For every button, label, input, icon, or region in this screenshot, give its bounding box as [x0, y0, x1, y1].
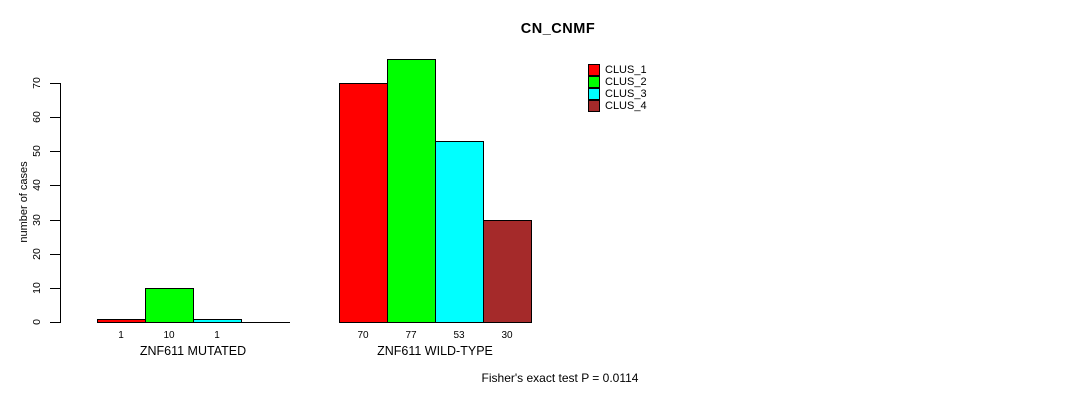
- y-axis-tick-label: 40: [31, 179, 43, 191]
- y-axis-tick-label: 10: [31, 282, 43, 294]
- legend-swatch-icon: [588, 76, 600, 88]
- bar-clus_1-mutated: [97, 319, 146, 323]
- y-axis-title: number of cases: [18, 161, 30, 243]
- legend-swatch-icon: [588, 64, 600, 76]
- bar-value-label: 30: [501, 330, 513, 341]
- bar-value-label: 1: [214, 330, 220, 341]
- legend-item-clus_4: CLUS_4: [588, 100, 647, 112]
- bar-value-label: 53: [453, 330, 465, 341]
- legend-label: CLUS_3: [605, 88, 647, 100]
- bar-value-label: 1: [118, 330, 124, 341]
- legend-swatch-icon: [588, 88, 600, 100]
- chart-title: CN_CNMF: [520, 21, 596, 37]
- y-axis-tick: [50, 151, 60, 152]
- x-axis-group-label: ZNF611 MUTATED: [139, 344, 247, 358]
- y-axis-tick: [50, 220, 60, 221]
- legend-item-clus_1: CLUS_1: [588, 64, 647, 76]
- y-axis-tick-label: 70: [31, 77, 43, 89]
- y-axis-tick-label: 0: [31, 319, 43, 325]
- y-axis-tick-label: 60: [31, 111, 43, 123]
- y-axis-line: [60, 83, 61, 323]
- bar-clus_2-wild-type: [387, 59, 436, 323]
- legend: CLUS_1 CLUS_2 CLUS_3 CLUS_4: [588, 64, 647, 112]
- y-axis-tick-label: 30: [31, 214, 43, 226]
- y-axis-tick: [50, 185, 60, 186]
- x-axis-group-label: ZNF611 WILD-TYPE: [377, 344, 493, 358]
- y-axis-tick: [50, 322, 60, 323]
- legend-item-clus_2: CLUS_2: [588, 76, 647, 88]
- bar-value-label: 77: [405, 330, 417, 341]
- bar-clus_4-wild-type: [483, 220, 532, 323]
- bar-clus_3-mutated: [193, 319, 242, 323]
- y-axis-tick: [50, 288, 60, 289]
- y-axis-tick-label: 50: [31, 145, 43, 157]
- legend-label: CLUS_2: [605, 76, 647, 88]
- bar-clus_1-wild-type: [339, 83, 388, 323]
- y-axis-tick: [50, 254, 60, 255]
- legend-item-clus_3: CLUS_3: [588, 88, 647, 100]
- legend-swatch-icon: [588, 100, 600, 112]
- bar-clus_2-mutated: [145, 288, 194, 323]
- bar-clus_3-wild-type: [435, 141, 484, 323]
- annotation-text: Fisher's exact test P = 0.0114: [481, 371, 639, 385]
- y-axis-tick-label: 20: [31, 248, 43, 260]
- y-axis-tick: [50, 83, 60, 84]
- legend-label: CLUS_1: [605, 64, 647, 76]
- legend-label: CLUS_4: [605, 100, 647, 112]
- y-axis-tick: [50, 117, 60, 118]
- bar-value-label: 10: [163, 330, 175, 341]
- bar-value-label: 70: [357, 330, 369, 341]
